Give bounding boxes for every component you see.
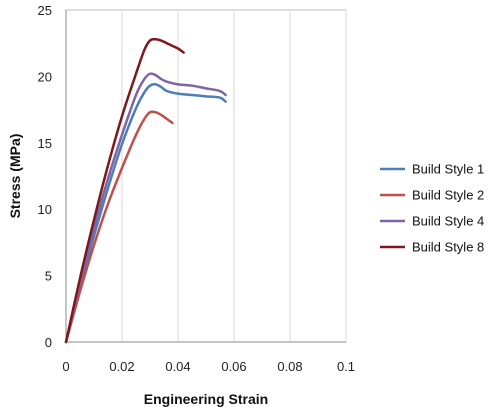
x-axis-title: Engineering Strain [144,391,268,407]
legend-label: Build Style 2 [412,188,484,203]
series-line-4 [64,37,185,344]
x-tick-label: 0.02 [109,359,134,374]
x-tick-label: 0.08 [277,359,302,374]
y-tick-label: 5 [45,269,52,284]
legend-label: Build Style 8 [412,240,484,255]
y-tick-label: 10 [38,202,52,217]
y-axis-title: Stress (MPa) [7,134,23,219]
x-tick-label: 0.04 [165,359,190,374]
legend: Build Style 1 Build Style 2 Build Style 4 B… [380,162,484,255]
legend-label: Build Style 1 [412,162,484,177]
x-tick-label: 0.1 [337,359,355,374]
x-tick-label: 0.06 [221,359,246,374]
series-lines [64,37,227,344]
gridlines [121,10,347,342]
y-tick-label: 25 [38,3,52,18]
y-tick-label: 20 [38,69,52,84]
series-line-2 [64,110,174,344]
legend-label: Build Style 4 [412,214,484,229]
x-tick-labels: 0 0.02 0.04 0.06 0.08 0.1 [62,359,355,374]
series-line-1 [64,83,227,344]
y-tick-label: 0 [45,335,52,350]
x-tick-label: 0 [62,359,69,374]
y-tick-label: 15 [38,136,52,151]
y-tick-labels: 0 5 10 15 20 25 [38,3,52,350]
series-line-3 [64,72,227,344]
